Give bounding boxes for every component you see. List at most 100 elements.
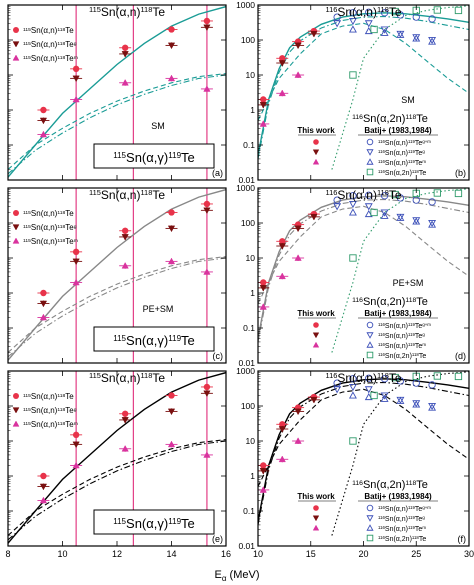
x-tick-label: 10 (57, 549, 67, 559)
data-point (12, 54, 20, 61)
data-point (72, 248, 80, 256)
data-point (259, 468, 267, 475)
model-curve-dashdot (258, 381, 469, 526)
data-point (167, 257, 176, 265)
data-point (380, 9, 389, 17)
reaction-label: 116Sn(α,2n)118Te (352, 113, 428, 125)
data-point (428, 36, 437, 45)
label-superscript: 118 (57, 224, 65, 230)
data-point (333, 20, 342, 28)
label-superscript: g+m (422, 322, 431, 327)
label-text: Te (415, 516, 423, 523)
label-text: Te (152, 371, 165, 385)
label-text: Sn(α,n) (385, 516, 408, 523)
data-point (349, 71, 357, 79)
data-point (364, 203, 373, 211)
label-text: Te (389, 188, 402, 202)
data-point (391, 373, 399, 382)
data-point (72, 75, 80, 83)
data-point (259, 303, 267, 310)
legend-entry: 116Sn(α,n)119Teg (378, 515, 425, 524)
data-point (312, 515, 320, 522)
panel-c: 115Sn(α,n)118Te(c)115Sn(α,n)118Te115Sn(α… (7, 187, 227, 364)
plot-area (8, 5, 226, 180)
label-text: Te (389, 371, 402, 385)
data-point (428, 220, 437, 228)
label-superscript: 115 (23, 238, 31, 244)
label-text: Sn(α,2n) (363, 113, 405, 125)
data-point (380, 192, 389, 200)
label-text: Sn(α,n) (337, 371, 377, 385)
label-superscript: m (422, 525, 426, 530)
plot-area (8, 371, 226, 546)
label-text: Sn(α,n) (101, 371, 141, 385)
data-point (349, 254, 357, 262)
data-point (454, 372, 463, 381)
label-text: Sn(α,γ) (126, 333, 168, 348)
label-superscript: g (422, 149, 425, 154)
label-superscript: 118 (57, 407, 65, 413)
data-point (349, 375, 357, 383)
label-superscript: 115 (23, 41, 31, 47)
legend-entry: 116Sn(α,n)119Tem (378, 525, 426, 534)
label-text: Te (181, 333, 195, 348)
data-point (366, 515, 374, 522)
label-superscript: 118 (57, 210, 65, 216)
label-superscript: g+m (422, 139, 431, 144)
label-superscript: 115 (23, 55, 31, 61)
legend-entry: 116Sn(α,n)119Tem (378, 159, 426, 168)
data-point (396, 30, 405, 38)
label-text: Sn(α,n) (101, 188, 141, 202)
data-point (396, 213, 405, 221)
data-point (391, 190, 399, 199)
data-point (203, 85, 211, 92)
label-superscript: 116 (378, 352, 385, 357)
plot-frame (257, 4, 470, 181)
data-point (121, 44, 129, 51)
data-point (279, 238, 286, 245)
label-text: Sn(α,n) (101, 5, 141, 19)
panel-title: 115Sn(α,n)118Te (89, 188, 165, 203)
data-point (310, 397, 318, 404)
legend-header-this-work: This work (297, 309, 335, 318)
y-tick-label: 0.1 (243, 506, 255, 516)
y-tick-label: 100 (241, 218, 255, 228)
data-point (366, 341, 374, 348)
data-point (348, 25, 357, 33)
label-text: Te (181, 150, 195, 165)
label-superscript: 119 (408, 149, 415, 154)
label-superscript: 119 (408, 322, 415, 327)
data-point (333, 203, 342, 211)
legend-entry: 116Sn(α,n)119Teg+m (378, 505, 431, 514)
label-superscript: 119 (408, 515, 415, 520)
label-superscript: 118 (377, 5, 389, 14)
label-superscript: 118 (412, 169, 419, 174)
legend-entry: 116Sn(α,2n)118Te (378, 535, 426, 544)
x-tick-label: 20 (358, 549, 368, 559)
model-label: PE+SM (393, 278, 424, 288)
label-text: Te (65, 406, 74, 415)
data-point (39, 313, 48, 321)
model-curve-dashdot (8, 440, 226, 541)
label-superscript: g (74, 408, 77, 413)
label-text: Sn(α,n) (385, 323, 408, 330)
label-superscript: 115 (23, 421, 31, 427)
y-tick-label: 0.01 (238, 541, 255, 551)
data-point (428, 15, 436, 23)
data-point (366, 138, 374, 146)
legend-entry: 115Sn(α,n)118Teg (23, 40, 77, 49)
plot-frame (257, 370, 470, 547)
data-point (260, 96, 267, 103)
data-point (12, 420, 20, 427)
label-superscript: 119 (168, 334, 181, 343)
model-curve-dashed (8, 256, 226, 353)
data-point (260, 462, 267, 469)
data-point (391, 7, 399, 16)
label-text: Te (65, 420, 74, 429)
label-superscript: 118 (57, 421, 65, 427)
data-point (364, 26, 373, 35)
data-point (366, 524, 374, 531)
data-point (260, 279, 267, 286)
y-tick-label: 1 (250, 105, 255, 115)
x-tick-label: 30 (464, 549, 474, 559)
